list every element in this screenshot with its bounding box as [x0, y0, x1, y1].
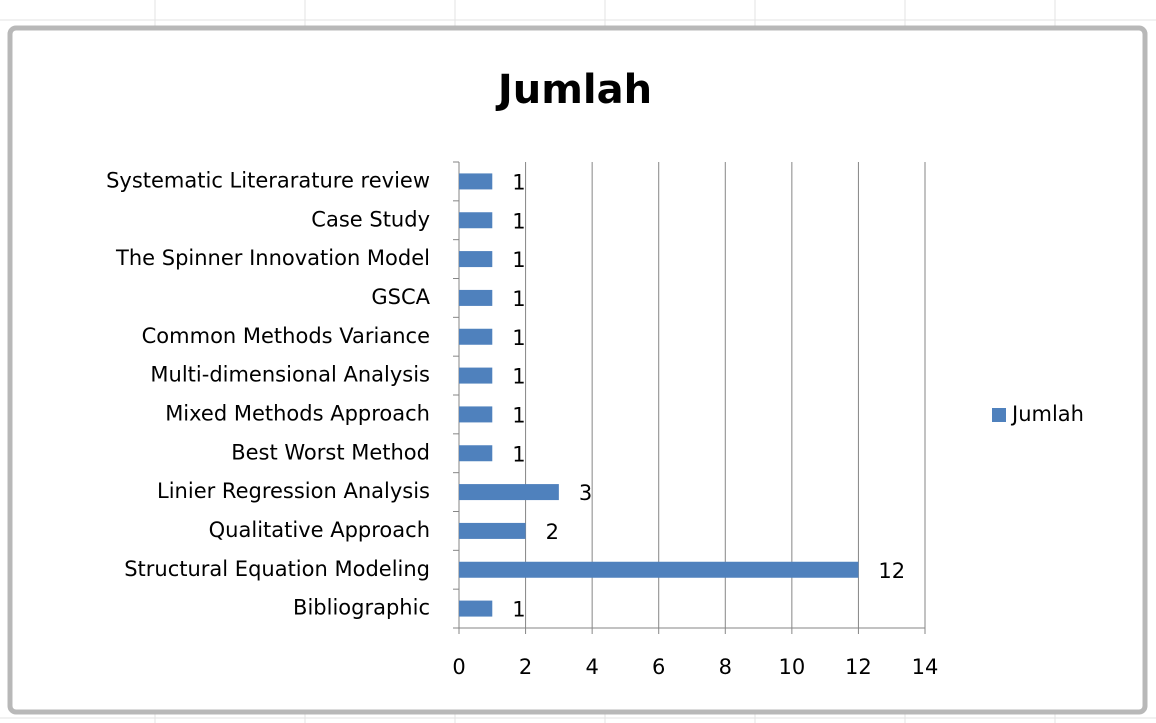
data-label: 1 [512, 365, 525, 389]
y-tick-label: Multi-dimensional Analysis [150, 363, 430, 387]
legend-swatch [992, 408, 1006, 422]
x-tick-label: 10 [778, 655, 805, 679]
bar [459, 251, 493, 268]
bar [459, 522, 526, 539]
bar [459, 600, 493, 617]
y-tick-label: Common Methods Variance [142, 324, 430, 348]
data-label: 2 [546, 520, 559, 544]
bar [459, 328, 493, 345]
bar [459, 561, 859, 578]
data-label: 1 [512, 326, 525, 350]
y-tick-label: GSCA [371, 285, 430, 309]
x-tick-label: 6 [652, 655, 665, 679]
y-tick-label: Linier Regression Analysis [157, 479, 430, 503]
bar [459, 212, 493, 229]
bar [459, 445, 493, 462]
data-label: 1 [512, 598, 525, 622]
x-tick-label: 12 [845, 655, 872, 679]
x-tick-label: 0 [452, 655, 465, 679]
y-tick-label: Systematic Literarature review [106, 168, 430, 192]
x-tick-label: 4 [585, 655, 598, 679]
bar [459, 289, 493, 306]
y-tick-label: Best Worst Method [231, 440, 430, 464]
y-tick-label: Case Study [311, 207, 430, 231]
y-tick-label: Mixed Methods Approach [165, 401, 430, 425]
data-label: 3 [579, 481, 592, 505]
data-label: 1 [512, 170, 525, 194]
data-label: 12 [878, 559, 905, 583]
x-tick-label: 2 [519, 655, 532, 679]
bar [459, 406, 493, 423]
data-label: 1 [512, 403, 525, 427]
legend-label: Jumlah [1010, 402, 1084, 426]
y-tick-label: Structural Equation Modeling [124, 557, 430, 581]
bar [459, 484, 559, 501]
data-label: 1 [512, 209, 525, 233]
chart-title: Jumlah [495, 67, 652, 113]
bar [459, 173, 493, 190]
data-label: 1 [512, 287, 525, 311]
y-tick-label: Qualitative Approach [209, 518, 430, 542]
x-tick-label: 14 [912, 655, 939, 679]
bar [459, 367, 493, 384]
y-tick-label: The Spinner Innovation Model [115, 246, 430, 270]
x-tick-label: 8 [719, 655, 732, 679]
chart-frame [7, 25, 1148, 715]
y-tick-label: Bibliographic [293, 596, 430, 620]
data-label: 1 [512, 248, 525, 272]
data-label: 1 [512, 442, 525, 466]
